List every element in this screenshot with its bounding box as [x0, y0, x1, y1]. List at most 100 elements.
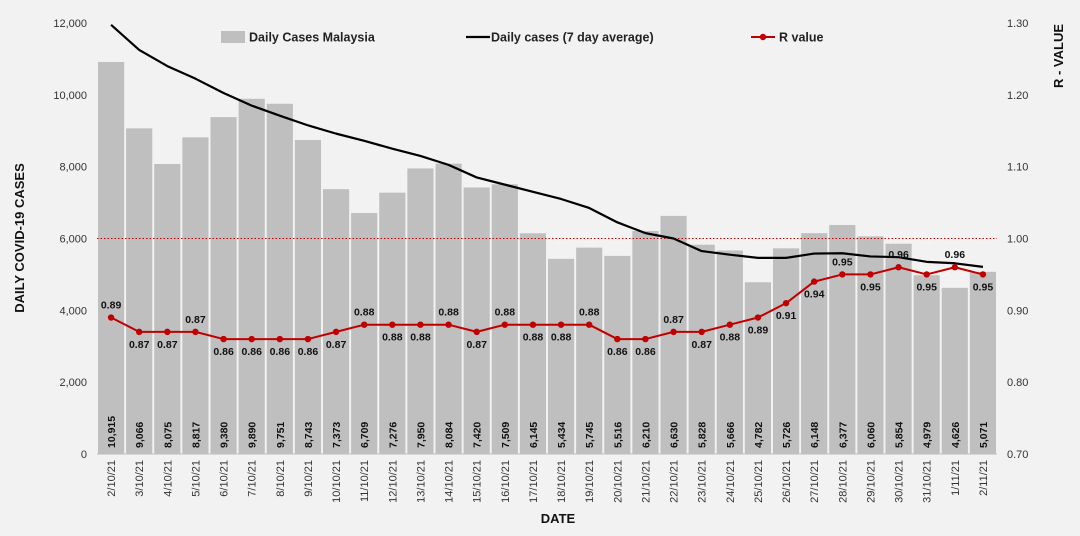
bar-value-label: 6,630 — [669, 422, 681, 448]
x-tick-label: 29/10/21 — [865, 460, 877, 503]
bar-value-label: 9,890 — [247, 422, 259, 448]
bar-value-label: 6,709 — [359, 422, 371, 448]
average-line-path — [110, 23, 984, 268]
x-tick-label: 12/10/21 — [387, 460, 399, 503]
r-value-line-path — [110, 266, 984, 341]
r-value-label: 0.86 — [635, 346, 656, 358]
bar-value-label: 7,950 — [415, 422, 427, 448]
r-value-marker — [417, 321, 424, 328]
bar — [126, 128, 153, 454]
r-value-label: 0.86 — [298, 346, 319, 358]
r-value-label: 0.88 — [551, 332, 572, 344]
r-value-label: 0.88 — [523, 332, 544, 344]
bar-value-label: 7,420 — [472, 422, 484, 448]
r-value-marker — [614, 335, 621, 343]
r-value-label: 0.86 — [270, 346, 291, 358]
bar-value-label: 5,666 — [725, 422, 737, 448]
r-value-label: 0.95 — [973, 281, 994, 293]
x-tick-label: 11/10/21 — [359, 460, 371, 502]
x-tick-label: 2/10/21 — [106, 460, 118, 497]
r-value-marker — [220, 335, 227, 343]
bar-value-label: 6,060 — [865, 422, 877, 448]
axes: 0 2,000 4,000 6,000 8,000 10,000 12,000 0.70 0.8… — [53, 18, 1028, 503]
r-value-label: 0.87 — [129, 339, 150, 351]
bar-value-label: 5,516 — [612, 422, 624, 448]
y-tick-label: 6,000 — [59, 234, 87, 246]
bar-value-label: 9,066 — [134, 422, 146, 448]
x-tick-label: 4/10/21 — [162, 460, 174, 497]
r-value-label: 0.95 — [860, 281, 881, 293]
legend-swatch-daily-cases — [221, 31, 245, 43]
r-value-label: 0.91 — [776, 310, 797, 322]
bar-value-label: 8,075 — [162, 422, 174, 448]
x-tick-label: 19/10/21 — [584, 460, 596, 503]
y2-tick-label: 1.00 — [1007, 234, 1028, 246]
legend-label-r-value: R value — [779, 31, 824, 45]
r-value-marker — [192, 328, 199, 336]
r-value-label: 0.89 — [101, 300, 122, 312]
bar — [407, 168, 434, 454]
r-value-line: 0.89 0.87 0.87 0.87 0.86 0.86 0.86 0.86 0.87 0.88… — [101, 249, 993, 358]
r-value-marker — [164, 328, 171, 336]
r-value-marker — [557, 321, 565, 328]
axis-titles: DAILY COVID-19 CASES R - VALUE DATE — [12, 24, 1066, 526]
bar — [801, 233, 828, 454]
r-value-label: 0.87 — [691, 339, 712, 351]
legend-label-daily-cases: Daily Cases Malaysia — [249, 31, 376, 45]
bar — [716, 250, 743, 454]
x-tick-label: 5/10/21 — [190, 460, 202, 497]
bar-value-label: 6,377 — [837, 422, 849, 448]
r-value-label: 0.94 — [804, 289, 825, 301]
bars — [97, 61, 997, 455]
r-value-marker — [867, 271, 874, 278]
r-value-marker — [585, 321, 593, 328]
x-tick-label: 10/10/21 — [331, 460, 343, 503]
r-value-label: 0.86 — [607, 346, 628, 358]
r-value-marker — [445, 321, 452, 328]
r-value-marker — [642, 335, 649, 343]
r-value-marker — [698, 328, 705, 336]
bar-value-label: 9,380 — [219, 422, 231, 448]
r-value-label: 0.95 — [916, 281, 937, 293]
bar-value-label: 9,751 — [275, 422, 287, 448]
y-axis-title: DAILY COVID-19 CASES — [12, 163, 27, 313]
r-value-label: 0.89 — [748, 325, 769, 337]
x-tick-label: 18/10/21 — [556, 460, 568, 503]
x-axis-title: DATE — [541, 511, 576, 526]
r-value-label: 0.96 — [945, 249, 966, 261]
bar — [266, 103, 293, 454]
bar — [547, 258, 575, 454]
bar — [604, 255, 631, 454]
r-value-label: 0.88 — [382, 332, 403, 344]
bar — [182, 137, 209, 454]
r-value-marker — [501, 321, 509, 328]
r-value-label: 0.87 — [326, 339, 347, 351]
legend-label-average: Daily cases (7 day average) — [491, 31, 654, 45]
x-tick-label: 7/10/21 — [247, 460, 259, 497]
y-tick-label: 8,000 — [59, 162, 87, 174]
r-value-label: 0.96 — [888, 249, 909, 261]
bar-value-label: 6,148 — [809, 422, 821, 448]
r-value-label: 0.86 — [241, 346, 262, 358]
bar-value-label: 7,373 — [331, 422, 343, 448]
x-tick-label: 15/10/21 — [472, 460, 484, 503]
bar-value-label: 4,626 — [950, 422, 962, 448]
x-tick-label: 23/10/21 — [697, 460, 709, 503]
r-value-label: 0.88 — [579, 307, 600, 319]
x-tick-label: 28/10/21 — [837, 460, 849, 503]
x-tick-label: 13/10/21 — [415, 460, 427, 503]
legend-marker-r-value — [759, 33, 767, 41]
y-tick-label: 2,000 — [59, 377, 87, 389]
bar-value-label: 4,979 — [922, 422, 934, 448]
x-tick-label: 24/10/21 — [725, 460, 737, 503]
x-tick-label: 9/10/21 — [303, 460, 315, 497]
y-tick-label: 10,000 — [53, 90, 87, 102]
bar-value-label: 5,071 — [978, 422, 990, 448]
r-value-marker — [276, 335, 284, 343]
y2-tick-label: 0.90 — [1007, 305, 1028, 317]
x-tick-label: 16/10/21 — [500, 460, 512, 503]
y-tick-label: 4,000 — [59, 305, 87, 317]
bar — [238, 98, 265, 454]
bar — [969, 271, 997, 454]
